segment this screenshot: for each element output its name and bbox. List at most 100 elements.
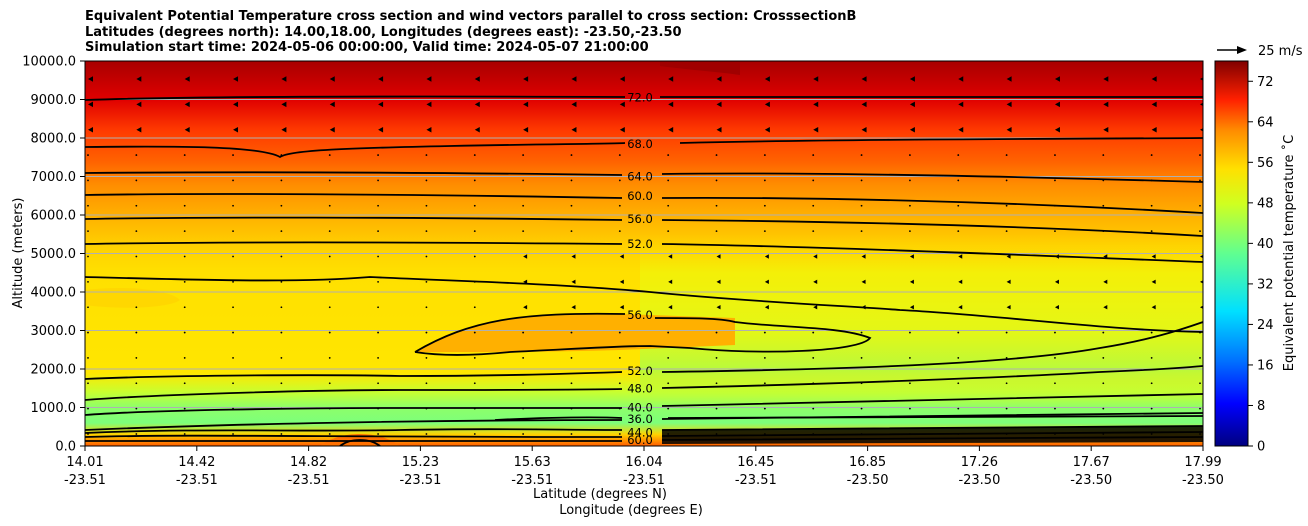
contour-label: 72.0 — [627, 91, 653, 105]
wind-vector — [570, 331, 573, 334]
wind-vector — [377, 306, 379, 309]
wind-vector — [426, 101, 432, 108]
wind-vector — [87, 331, 89, 334]
wind-vector — [426, 76, 432, 82]
wind-vector — [280, 433, 283, 435]
wind-vector — [571, 101, 577, 108]
wind-vector — [861, 254, 866, 259]
wind-vector — [1200, 305, 1203, 309]
contour-label: 60.0 — [627, 189, 653, 203]
wind-vector — [860, 179, 863, 182]
wind-vector — [1006, 101, 1012, 108]
wind-vector — [425, 433, 428, 435]
low-level-dense-contours — [662, 426, 1203, 444]
wind-vector — [860, 407, 863, 410]
wind-vector — [328, 255, 331, 258]
colorbar — [1214, 60, 1249, 447]
wind-vector — [1005, 154, 1008, 156]
x-tick-label-lon: -23.50 — [1182, 473, 1224, 488]
wind-vector — [1151, 305, 1156, 310]
wind-vector — [813, 254, 818, 259]
wind-vector — [958, 126, 964, 133]
contour-label: 40.0 — [627, 401, 653, 415]
wind-vector — [1005, 331, 1008, 334]
wind-reference-label: 25 m/s — [1258, 44, 1303, 59]
wind-vector — [668, 279, 673, 285]
wind-vector — [183, 357, 186, 359]
wind-vector — [135, 230, 138, 233]
wind-vector — [1054, 101, 1060, 108]
y-tick-label: 2000.0 — [31, 363, 77, 378]
wind-vector — [813, 305, 818, 310]
wind-vector — [1054, 230, 1056, 233]
wind-vector — [1102, 331, 1105, 334]
wind-vector — [1054, 305, 1059, 310]
wind-vector — [522, 179, 525, 182]
wind-vector — [280, 230, 283, 233]
colorbar-tick-label: 24 — [1257, 318, 1274, 333]
wind-vector — [183, 433, 186, 435]
wind-vector — [474, 76, 480, 82]
wind-vector — [377, 154, 379, 156]
wind-vector — [473, 357, 476, 359]
wind-vector — [763, 331, 766, 334]
wind-vector — [425, 230, 428, 233]
wind-vector — [523, 126, 529, 133]
wind-vector — [328, 357, 331, 359]
wind-vector — [377, 204, 379, 207]
wind-vector — [909, 204, 911, 207]
wind-vector — [425, 331, 428, 334]
wind-vector — [473, 331, 476, 334]
wind-vector — [135, 382, 138, 385]
chart-title-line-3: Simulation start time: 2024-05-06 00:00:… — [85, 40, 649, 55]
wind-vector — [426, 126, 432, 133]
colorbar-tick-label: 40 — [1257, 237, 1274, 252]
wind-vector — [425, 255, 428, 258]
wind-vector — [523, 279, 528, 285]
wind-vector — [1054, 382, 1056, 385]
wind-vector — [667, 230, 670, 233]
wind-vector — [571, 76, 577, 82]
wind-vector — [763, 179, 766, 182]
wind-vector — [618, 382, 621, 385]
wind-vector — [473, 154, 476, 156]
wind-vector — [522, 382, 525, 385]
wind-vector — [957, 382, 960, 385]
wind-vector — [957, 407, 960, 410]
wind-vector — [280, 331, 283, 334]
wind-vector — [523, 101, 529, 108]
wind-vector — [183, 204, 186, 207]
wind-vector — [378, 101, 384, 108]
wind-vector — [425, 280, 428, 283]
contour-label: 60.0 — [627, 433, 653, 447]
wind-vector — [233, 76, 239, 82]
wind-vector — [958, 254, 963, 259]
wind-vector — [570, 179, 573, 182]
wind-vector — [135, 357, 138, 359]
wind-vector — [1150, 357, 1153, 359]
wind-vector — [716, 305, 721, 310]
wind-vector — [1054, 331, 1056, 334]
wind-vector — [958, 305, 963, 310]
wind-vector — [522, 331, 525, 334]
x-axis-label-longitude: Longitude (degrees E) — [559, 503, 703, 518]
wind-vector — [813, 76, 819, 82]
wind-vector — [1054, 357, 1056, 359]
wind-vector — [619, 254, 624, 259]
wind-vector — [183, 179, 186, 182]
x-tick-label-lat: 14.82 — [290, 455, 327, 470]
wind-vector — [619, 126, 625, 133]
wind-vector — [763, 407, 766, 410]
wind-vector — [1102, 154, 1105, 156]
wind-vector — [619, 101, 625, 108]
contour-label: 52.0 — [627, 364, 653, 378]
wind-vector — [425, 154, 428, 156]
wind-vector — [715, 179, 718, 182]
x-tick-label-lat: 15.23 — [402, 455, 439, 470]
wind-vector — [184, 76, 190, 82]
contour-label: 52.0 — [627, 237, 653, 251]
x-tick-label-lon: -23.51 — [399, 473, 441, 488]
wind-vector — [328, 204, 331, 207]
wind-vector — [1200, 102, 1203, 107]
wind-vector — [1199, 382, 1201, 385]
